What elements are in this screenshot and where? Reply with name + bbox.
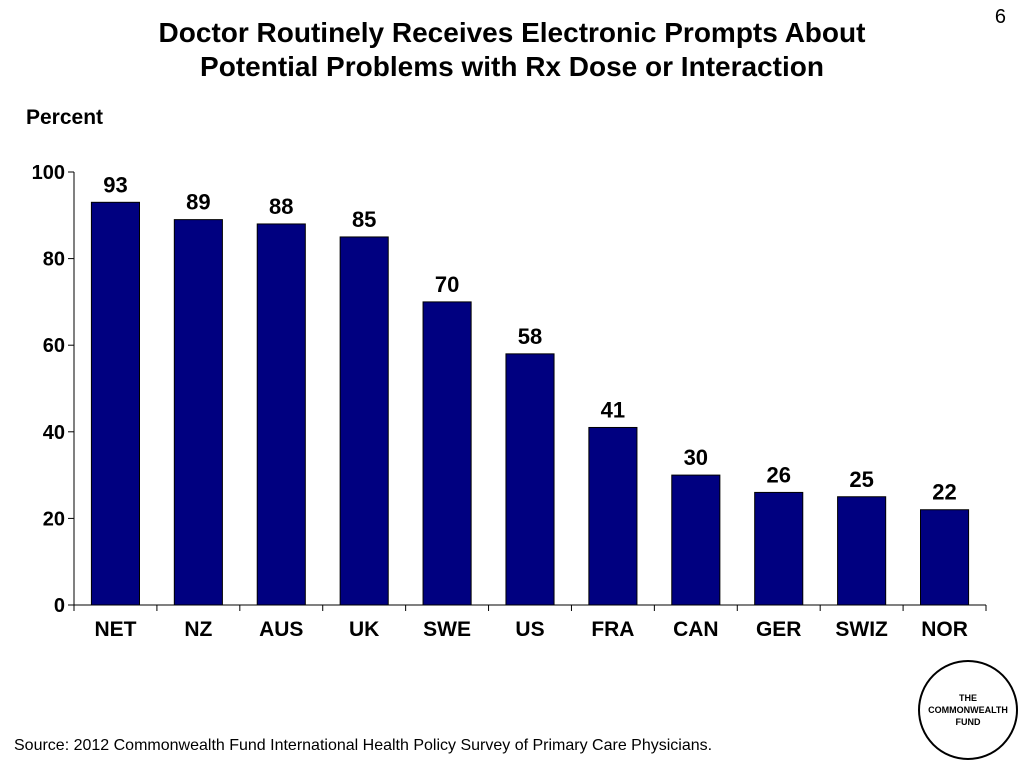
source-note: Source: 2012 Commonwealth Fund Internati… [14, 737, 713, 754]
y-tick-label: 20 [43, 508, 65, 530]
bar-net [90, 201, 140, 606]
chart-title: Doctor Routinely Receives Electronic Pro… [60, 16, 964, 84]
commonwealth-fund-logo: THE COMMONWEALTH FUND [918, 660, 1018, 760]
data-label-uk: 85 [352, 207, 376, 232]
bar-uk [339, 236, 389, 606]
data-label-nz: 89 [186, 190, 210, 215]
x-tick-label-uk: UK [349, 618, 379, 641]
x-tick-label-fra: FRA [591, 618, 634, 641]
bar-nz [173, 219, 223, 606]
bar-swiz [837, 496, 887, 606]
x-tick-label-swe: SWE [423, 618, 471, 641]
bar-can [671, 474, 721, 606]
bar-nor [920, 509, 970, 606]
data-label-swe: 70 [435, 272, 459, 297]
data-label-can: 30 [684, 445, 708, 470]
chart-title-line-1: Doctor Routinely Receives Electronic Pro… [158, 17, 866, 48]
x-tick-label-us: US [515, 618, 544, 641]
data-label-fra: 41 [601, 397, 625, 422]
x-tick-label-nor: NOR [921, 618, 968, 641]
data-label-ger: 26 [766, 462, 790, 487]
y-axis-label: Percent [26, 106, 104, 129]
data-label-nor: 22 [932, 480, 956, 505]
bar-aus [256, 223, 306, 606]
y-tick-label: 0 [54, 595, 65, 617]
data-label-swiz: 25 [849, 467, 873, 492]
page-number: 6 [994, 6, 1006, 28]
bar-ger [754, 491, 804, 606]
bar-us [505, 353, 555, 606]
x-tick-label-swiz: SWIZ [835, 618, 888, 641]
x-tick-label-ger: GER [756, 618, 802, 641]
chart-title-line-2: Potential Problems with Rx Dose or Inter… [200, 51, 824, 82]
bar-fra [588, 426, 638, 606]
y-tick-label: 40 [43, 422, 65, 444]
data-label-net: 93 [103, 172, 127, 197]
bar-swe [422, 301, 472, 606]
y-tick-label: 60 [43, 335, 65, 357]
x-tick-label-nz: NZ [184, 618, 212, 641]
x-tick-label-aus: AUS [259, 618, 303, 641]
logo-line-2: COMMONWEALTH [928, 705, 1008, 715]
y-tick-label: 100 [32, 162, 65, 184]
logo-line-1: THE [959, 693, 977, 703]
x-tick-label-net: NET [94, 618, 136, 641]
y-tick-label: 80 [43, 249, 65, 271]
data-label-aus: 88 [269, 194, 293, 219]
x-tick-label-can: CAN [673, 618, 719, 641]
data-label-us: 58 [518, 324, 542, 349]
logo-line-3: FUND [955, 717, 981, 727]
